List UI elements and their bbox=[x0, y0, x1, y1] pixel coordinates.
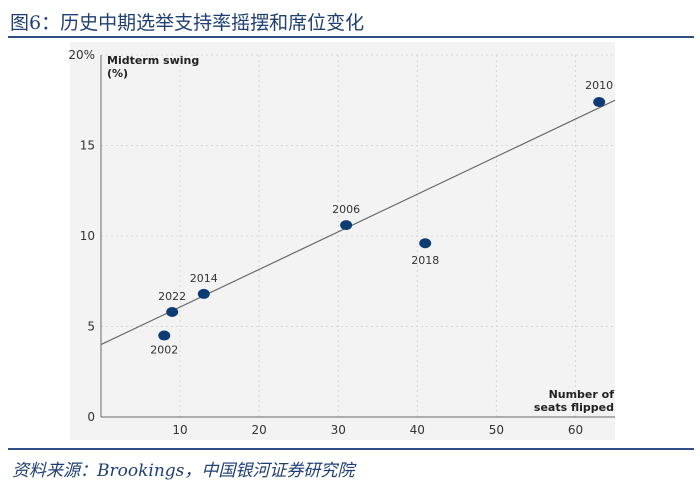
point-label-2022: 2022 bbox=[158, 290, 186, 303]
chart-panel bbox=[70, 42, 615, 440]
trend-line bbox=[100, 99, 616, 346]
y-tick-label-0: 0 bbox=[87, 410, 95, 424]
page-title: 图6：历史中期选举支持率摇摆和席位变化 bbox=[10, 12, 365, 34]
point-2006 bbox=[340, 220, 353, 231]
point-label-2006: 2006 bbox=[332, 203, 360, 216]
x-tick-label-50: 50 bbox=[489, 423, 504, 437]
y-tick-label-5: 5 bbox=[87, 320, 95, 334]
source-divider bbox=[8, 448, 694, 450]
point-label-2014: 2014 bbox=[190, 272, 218, 285]
chart-trend bbox=[100, 99, 616, 346]
chart-points bbox=[158, 97, 606, 341]
point-label-2018: 2018 bbox=[411, 254, 439, 267]
x-tick-label-30: 30 bbox=[331, 423, 346, 437]
source-note: 资料来源：Brookings，中国银河证券研究院 bbox=[12, 461, 355, 481]
point-2010 bbox=[593, 97, 606, 108]
point-label-2002: 2002 bbox=[150, 344, 178, 357]
y-axis-title: Midterm swing (%) bbox=[107, 54, 199, 80]
title-divider bbox=[8, 36, 694, 38]
x-tick-label-40: 40 bbox=[410, 423, 425, 437]
y-tick-label-10: 10 bbox=[80, 229, 95, 243]
x-tick-label-10: 10 bbox=[172, 423, 187, 437]
x-axis-title: Number of seats flipped bbox=[534, 388, 614, 414]
chart-grid bbox=[101, 54, 615, 417]
point-2022 bbox=[166, 307, 179, 318]
point-2002 bbox=[158, 330, 171, 341]
chart-text: 0 5 10 15 20% 10 20 30 40 50 60 Midterm swing (%) Num… bbox=[68, 48, 614, 437]
point-label-2010: 2010 bbox=[585, 79, 613, 92]
x-tick-label-20: 20 bbox=[252, 423, 267, 437]
point-2018 bbox=[419, 238, 432, 249]
y-tick-label-20: 20% bbox=[68, 48, 95, 62]
point-2014 bbox=[197, 288, 210, 299]
x-tick-label-60: 60 bbox=[568, 423, 583, 437]
y-tick-label-15: 15 bbox=[80, 139, 95, 153]
chart-axes bbox=[100, 55, 615, 418]
